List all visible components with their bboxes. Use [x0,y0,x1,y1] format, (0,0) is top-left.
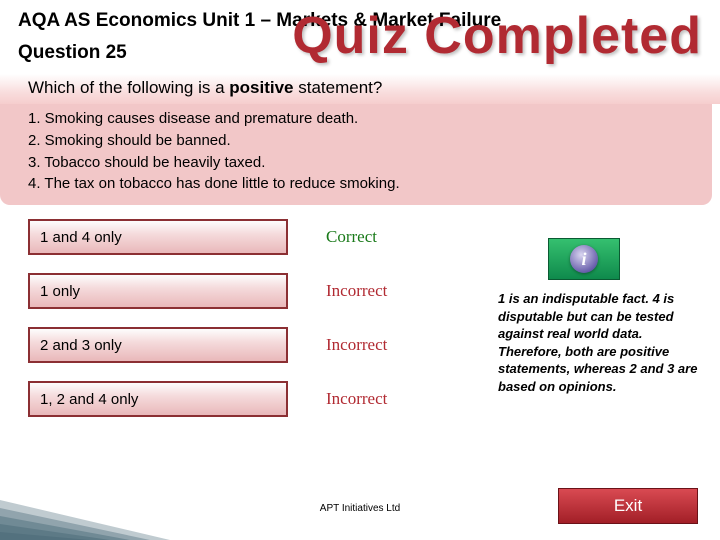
statement-item: 2. Smoking should be banned. [28,130,694,152]
exit-button[interactable]: Exit [558,488,698,524]
question-text: Which of the following is a positive sta… [0,74,720,104]
quiz-completed-banner: Quiz Completed [292,6,702,66]
footer-credit: APT Initiatives Ltd [320,503,400,514]
result-label: Incorrect [326,335,387,355]
question-prefix: Which of the following is a [28,78,229,97]
result-label: Incorrect [326,281,387,301]
statement-item: 4. The tax on tobacco has done little to… [28,173,694,195]
question-bold: positive [229,78,293,97]
question-suffix: statement? [294,78,383,97]
answer-option-c[interactable]: 2 and 3 only [28,327,288,363]
statement-item: 3. Tobacco should be heavily taxed. [28,152,694,174]
explanation-text: 1 is an indisputable fact. 4 is disputab… [498,290,698,395]
info-button[interactable]: i [548,238,620,280]
info-icon: i [570,245,598,273]
result-label: Correct [326,227,377,247]
answer-option-b[interactable]: 1 only [28,273,288,309]
answer-option-d[interactable]: 1, 2 and 4 only [28,381,288,417]
statement-item: 1. Smoking causes disease and premature … [28,108,694,130]
result-label: Incorrect [326,389,387,409]
statements-panel: 1. Smoking causes disease and premature … [0,104,712,205]
corner-decoration [0,480,180,540]
answer-option-a[interactable]: 1 and 4 only [28,219,288,255]
